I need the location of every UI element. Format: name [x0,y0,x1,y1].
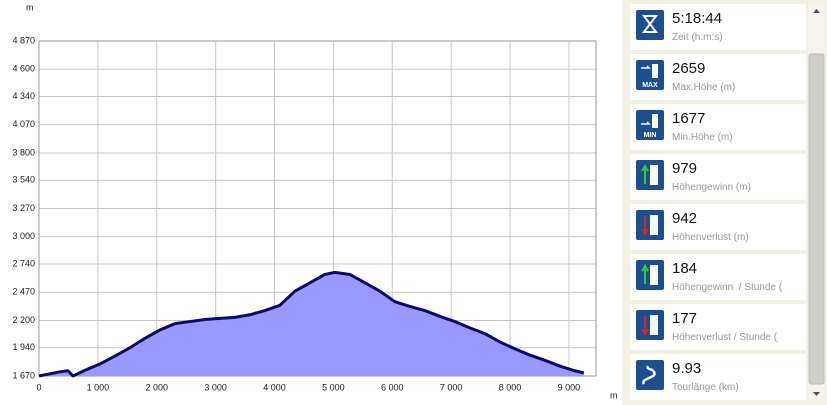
stat-item: MAX 2659 Max.Höhe (m) [630,54,806,100]
x-tick-label: 1 000 [87,382,110,392]
y-tick-label: 4 870 [12,35,35,45]
scroll-thumb[interactable] [808,53,825,385]
stat-value: 1677 [672,110,706,127]
y-tick-label: 3 000 [12,231,35,241]
y-tick-label: 3 800 [12,147,35,157]
stat-icon [636,160,664,190]
arrow [641,65,651,69]
y-tick-label: 4 340 [12,91,35,101]
icon-label: MIN [644,132,657,139]
arrow-up [641,164,649,184]
stat-value: 942 [672,210,698,227]
stat-icon [636,260,664,290]
x-tick-label: 9 000 [558,382,581,392]
y-tick-label: 1 670 [12,370,35,380]
stat-label: Höhenverlust / Stunde ( [672,332,778,343]
x-tick-label: 0 [36,382,41,392]
scroll-up[interactable] [813,9,820,13]
y-tick-label: 1 940 [12,342,35,352]
stat-label: Höhengewinn (m) [672,182,751,193]
icon-bg [636,360,664,390]
stat-value: 979 [672,160,698,177]
stat-item: 177 Höhenverlust / Stunde ( [630,304,806,350]
area [39,272,584,376]
scroll-down[interactable] [813,392,820,396]
hourglass [642,15,658,33]
line [38,270,585,378]
route [642,365,656,385]
y-tick-label: 4 070 [12,119,35,129]
arrow-down [641,316,649,336]
stat-icon [636,360,664,390]
stats-panel: 5:18:44 Zeit (h:m:s) MAX 2659 Max.Höhe (m) MI… [630,4,806,405]
stat-icon [636,10,664,40]
ruler [650,265,658,285]
stat-value: 5:18:44 [672,10,723,27]
stat-label: Höhenverlust (m) [672,232,749,243]
ruler [650,165,658,185]
x-tick-label: 6 000 [381,382,404,392]
stat-label: Max.Höhe (m) [672,82,736,93]
stat-label: Höhengewinn / Stunde ( [672,282,783,293]
stat-item: 9.93 Tourlänge (km) [630,354,806,400]
y-unit: m [26,2,34,12]
y-tick-label: 2 740 [12,258,35,268]
stat-icon: MAX [636,60,664,90]
stat-item: MIN 1677 Min.Höhe (m) [630,104,806,150]
ruler [652,114,658,128]
stat-item: 942 Höhenverlust (m) [630,204,806,250]
stat-value: 9.93 [672,360,702,377]
icon-label: MAX [642,82,658,89]
elevation-chart: m m 1 670 1 940 2 200 2 470 2 740 3 000 3 270 3… [0,0,622,405]
x-tick-label: 2 000 [145,382,168,392]
ruler [650,315,658,335]
y-tick-label: 3 270 [12,203,35,213]
x-tick-label: 3 000 [204,382,227,392]
stat-icon [636,210,664,240]
stat-value: 184 [672,260,698,277]
ruler [650,215,658,235]
stat-item: 5:18:44 Zeit (h:m:s) [630,4,806,50]
stat-label: Min.Höhe (m) [672,132,733,143]
stat-value: 177 [672,310,698,327]
arrow-down [641,216,649,236]
x-tick-label: 8 000 [499,382,522,392]
x-tick-label: 7 000 [440,382,463,392]
scrollbar-graphic [808,9,825,396]
arrow [641,121,651,125]
x-tick-label: 5 000 [322,382,345,392]
stat-value: 2659 [672,60,706,77]
y-tick-label: 2 470 [12,287,35,297]
scrollbar[interactable] [808,4,825,401]
stat-item: 184 Höhengewinn / Stunde ( [630,254,806,300]
arrow-up [641,264,649,284]
stat-item: 979 Höhengewinn (m) [630,154,806,200]
y-tick-label: 3 540 [12,175,35,185]
x-tick-label: 4 000 [263,382,286,392]
stat-label: Zeit (h:m:s) [672,32,723,43]
stat-label: Tourlänge (km) [672,382,739,393]
y-tick-label: 2 200 [12,315,35,325]
stat-icon: MIN [636,110,664,140]
x-unit: m [610,390,618,400]
stat-icon [636,310,664,340]
ruler [652,64,658,78]
y-tick-label: 4 600 [12,64,35,74]
